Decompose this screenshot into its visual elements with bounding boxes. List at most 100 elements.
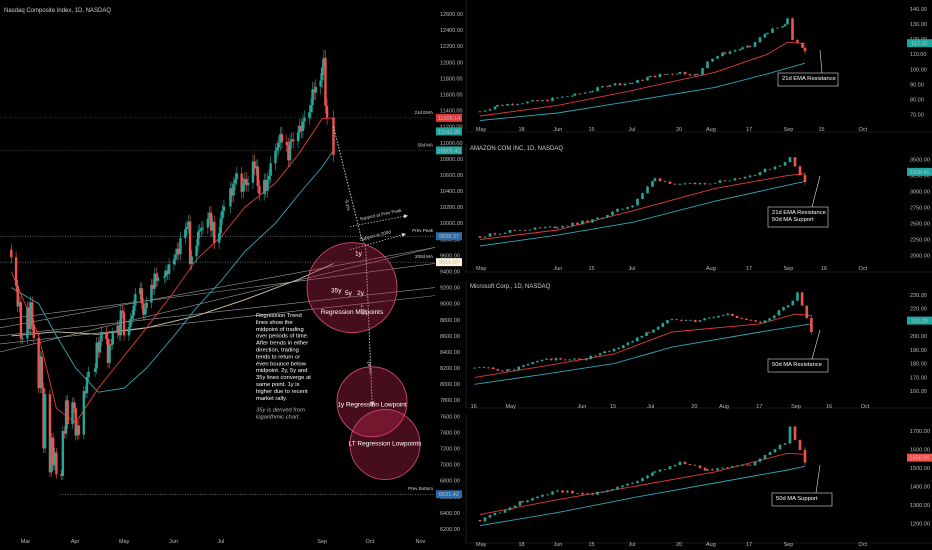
candle: [798, 166, 802, 176]
candle: [566, 96, 569, 98]
candle: [740, 317, 744, 319]
candle: [708, 183, 712, 185]
candle: [219, 218, 222, 234]
candle: [275, 147, 279, 151]
candle: [546, 100, 549, 102]
candle: [526, 364, 530, 366]
y-tick-label: 90.00: [910, 82, 924, 88]
candle: [759, 321, 762, 323]
candle: [673, 183, 677, 185]
price-tag-value: 10905.41: [438, 148, 461, 154]
candle: [738, 178, 742, 180]
candle: [63, 430, 66, 434]
candle: [746, 45, 749, 48]
candle: [213, 221, 216, 243]
note-text: After trends in either: [256, 341, 308, 347]
candle: [612, 348, 616, 352]
candle: [122, 312, 126, 336]
panel-title: AMAZON COM INC, 1D, NASDAQ: [470, 146, 563, 152]
y-tick-label: 12200.00: [440, 44, 463, 50]
candle: [663, 74, 667, 75]
candle: [121, 310, 124, 313]
candle: [211, 221, 214, 231]
candle: [781, 26, 784, 28]
x-tick-label: Oct: [859, 542, 868, 548]
candle: [301, 121, 305, 132]
candle: [646, 475, 649, 479]
candle: [240, 173, 243, 192]
candle: [108, 344, 111, 363]
ma50-line: [474, 323, 812, 385]
candle: [698, 320, 702, 322]
candle: [511, 104, 514, 105]
candle: [678, 461, 682, 466]
candle: [693, 319, 697, 322]
y-tick-label: 9000.00: [440, 302, 460, 308]
candle: [496, 104, 499, 107]
stock-panel: AMAZON COM INC, 1D, NASDAQ 2000.00 2250.00…: [465, 144, 932, 273]
support-label: Support at Prev Peak: [359, 207, 403, 221]
candle: [324, 57, 327, 106]
candle: [256, 166, 259, 187]
regression-midpoints-circle: [306, 242, 398, 333]
candle: [653, 471, 657, 473]
candle: [51, 437, 55, 466]
price-tag-bg: [436, 232, 462, 241]
candle: [167, 264, 171, 275]
y-tick-label: 9400.00: [440, 270, 460, 276]
candle: [701, 68, 704, 75]
candle: [738, 49, 742, 51]
candle: [195, 245, 198, 257]
candle: [601, 217, 604, 219]
y-tick-label: 8400.00: [440, 350, 460, 356]
candle: [777, 310, 781, 316]
candle: [518, 501, 522, 506]
candle: [653, 75, 657, 78]
candle: [132, 305, 135, 316]
candle: [768, 452, 772, 455]
candle: [222, 206, 226, 211]
candle: [85, 376, 89, 394]
x-tick-label: Mar: [21, 539, 31, 545]
candle: [801, 42, 804, 48]
y-tick-label: 200.00: [910, 334, 927, 340]
candle: [741, 464, 744, 466]
candle: [72, 402, 76, 409]
y-tick-label: 11600.00: [440, 93, 463, 99]
y-tick-label: 160.00: [910, 389, 927, 395]
candle: [274, 150, 277, 164]
candle: [581, 220, 584, 225]
candle: [150, 284, 153, 303]
price-tag-bg: [436, 127, 462, 136]
candle: [523, 229, 527, 231]
candle: [521, 501, 524, 503]
candle: [791, 300, 795, 306]
candle: [493, 512, 497, 516]
candle: [648, 75, 652, 78]
candle: [753, 461, 757, 466]
candle: [678, 71, 682, 74]
circle-label: 1y Regression Lowpoint: [337, 402, 407, 409]
candle: [786, 305, 790, 308]
candle: [513, 505, 517, 508]
candle: [190, 256, 193, 265]
candle: [618, 83, 622, 86]
candle: [743, 176, 747, 179]
candle: [533, 227, 537, 230]
callout-pointer: [815, 464, 821, 494]
price-tag-value: 11141.36: [438, 129, 460, 135]
y-tick-label: 8600.00: [440, 334, 460, 340]
x-tick-label: May: [119, 539, 130, 545]
note-text: direction, trading: [256, 348, 299, 354]
candle: [716, 56, 719, 59]
candle: [174, 254, 177, 260]
candle: [32, 324, 36, 338]
candle: [119, 310, 123, 336]
callout-text: 50d MA Support: [772, 217, 814, 223]
candle: [646, 186, 649, 194]
candle: [243, 178, 247, 184]
note-text: over periods of time.: [256, 334, 309, 340]
panel-title: Microsoft Corp., 1D, NASDAQ: [470, 284, 551, 290]
candle: [208, 212, 211, 219]
candle: [105, 331, 108, 340]
